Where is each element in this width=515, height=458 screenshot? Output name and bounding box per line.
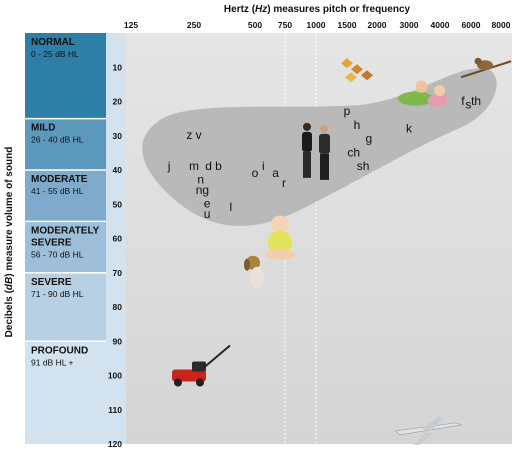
- x-tick-label: 500: [248, 20, 262, 30]
- band-profound: [25, 341, 106, 444]
- x-tick-label: 1500: [338, 20, 357, 30]
- speech-sound-label: ch: [347, 145, 360, 159]
- band-mild: [25, 118, 106, 170]
- y-tick-label: 80: [113, 302, 123, 312]
- x-tick-label: 250: [187, 20, 201, 30]
- y-tick-label: 100: [108, 371, 122, 381]
- y-tick-label: 120: [108, 439, 122, 449]
- airplane-icon: [394, 416, 462, 445]
- illustrations: [172, 57, 512, 445]
- y-tick-label: 20: [113, 97, 123, 107]
- y-ticks: 10 20 30 40 50 60 70 80 90 100 110 120: [108, 62, 122, 449]
- chart-title: Hertz (Hz) measures pitch or frequency: [224, 4, 411, 15]
- speech-sound-label: ng: [196, 183, 209, 197]
- band-label: MILD: [31, 123, 55, 134]
- x-tick-label: 8000: [492, 20, 511, 30]
- y-tick-column: [106, 33, 126, 444]
- y-tick-label: 60: [113, 234, 123, 244]
- band-severe: [25, 272, 106, 342]
- band-range: 71 - 90 dB HL: [31, 289, 84, 299]
- speech-sound-label: h: [354, 118, 361, 132]
- x-tick-label: 2000: [368, 20, 387, 30]
- band-moderate: [25, 170, 106, 222]
- y-tick-label: 40: [113, 165, 123, 175]
- speech-sound-label: j: [167, 159, 171, 173]
- people-talking-icon: [302, 122, 330, 180]
- bird-icon: [460, 57, 512, 79]
- band-label: MODERATE: [31, 174, 88, 185]
- x-ticks: 125 250 500 750 1000 1500 2000 3000 4000 6000 8000: [124, 20, 511, 30]
- speech-sound-label: b: [215, 159, 222, 173]
- band-range: 41 - 55 dB HL: [31, 186, 84, 196]
- band-label: SEVERE: [31, 237, 72, 248]
- speech-sound-label: k: [406, 121, 413, 135]
- children-icon: [397, 80, 448, 107]
- speech-sound-label: a: [272, 166, 279, 180]
- baby-icon: [263, 215, 296, 260]
- speech-sound-label: n: [197, 173, 204, 187]
- y-axis-label: Decibels (dB) measure volume of sound: [4, 147, 15, 338]
- speech-sound-label: g: [366, 132, 373, 146]
- speech-sound-label: u: [204, 207, 211, 221]
- speech-sound-label: m: [189, 159, 199, 173]
- speech-sound-label: th: [471, 94, 481, 108]
- y-tick-label: 50: [113, 199, 123, 209]
- dog-icon: [244, 255, 264, 289]
- speech-sound-label: f: [461, 94, 465, 108]
- leaves-icon: [341, 58, 373, 83]
- band-range: 91 dB HL +: [31, 357, 73, 367]
- x-tick-label: 125: [124, 20, 138, 30]
- speech-sound-label: l: [230, 200, 233, 214]
- band-label: PROFOUND: [31, 345, 88, 356]
- y-tick-label: 10: [113, 62, 123, 72]
- y-tick-label: 70: [113, 268, 123, 278]
- x-tick-label: 1000: [307, 20, 326, 30]
- y-tick-label: 30: [113, 131, 123, 141]
- y-tick-label: 90: [113, 336, 123, 346]
- speech-sound-label: r: [282, 176, 286, 190]
- x-tick-label: 3000: [400, 20, 419, 30]
- band-range: 26 - 40 dB HL: [31, 135, 84, 145]
- speech-sound-label: o: [252, 166, 259, 180]
- x-tick-label: 6000: [462, 20, 481, 30]
- speech-sound-label: z v: [186, 128, 201, 142]
- speech-sound-label: s: [465, 97, 471, 111]
- band-label: NORMAL: [31, 37, 75, 48]
- speech-sound-label: i: [262, 159, 265, 173]
- y-tick-label: 110: [108, 405, 122, 415]
- band-normal: [25, 33, 106, 119]
- lawn-mower-icon: [172, 344, 231, 387]
- band-range: 0 - 25 dB HL: [31, 49, 79, 59]
- band-label: MODERATELY: [31, 225, 100, 236]
- speech-sound-label: e: [204, 197, 211, 211]
- band-label: SEVERE: [31, 277, 72, 288]
- band-moderately-severe: [25, 221, 106, 273]
- speech-sound-label: p: [344, 104, 351, 118]
- speech-sound-label: sh: [357, 159, 370, 173]
- x-tick-label: 4000: [431, 20, 450, 30]
- speech-sound-label: d: [205, 159, 212, 173]
- x-tick-label: 750: [278, 20, 292, 30]
- band-range: 56 - 70 dB HL: [31, 249, 84, 259]
